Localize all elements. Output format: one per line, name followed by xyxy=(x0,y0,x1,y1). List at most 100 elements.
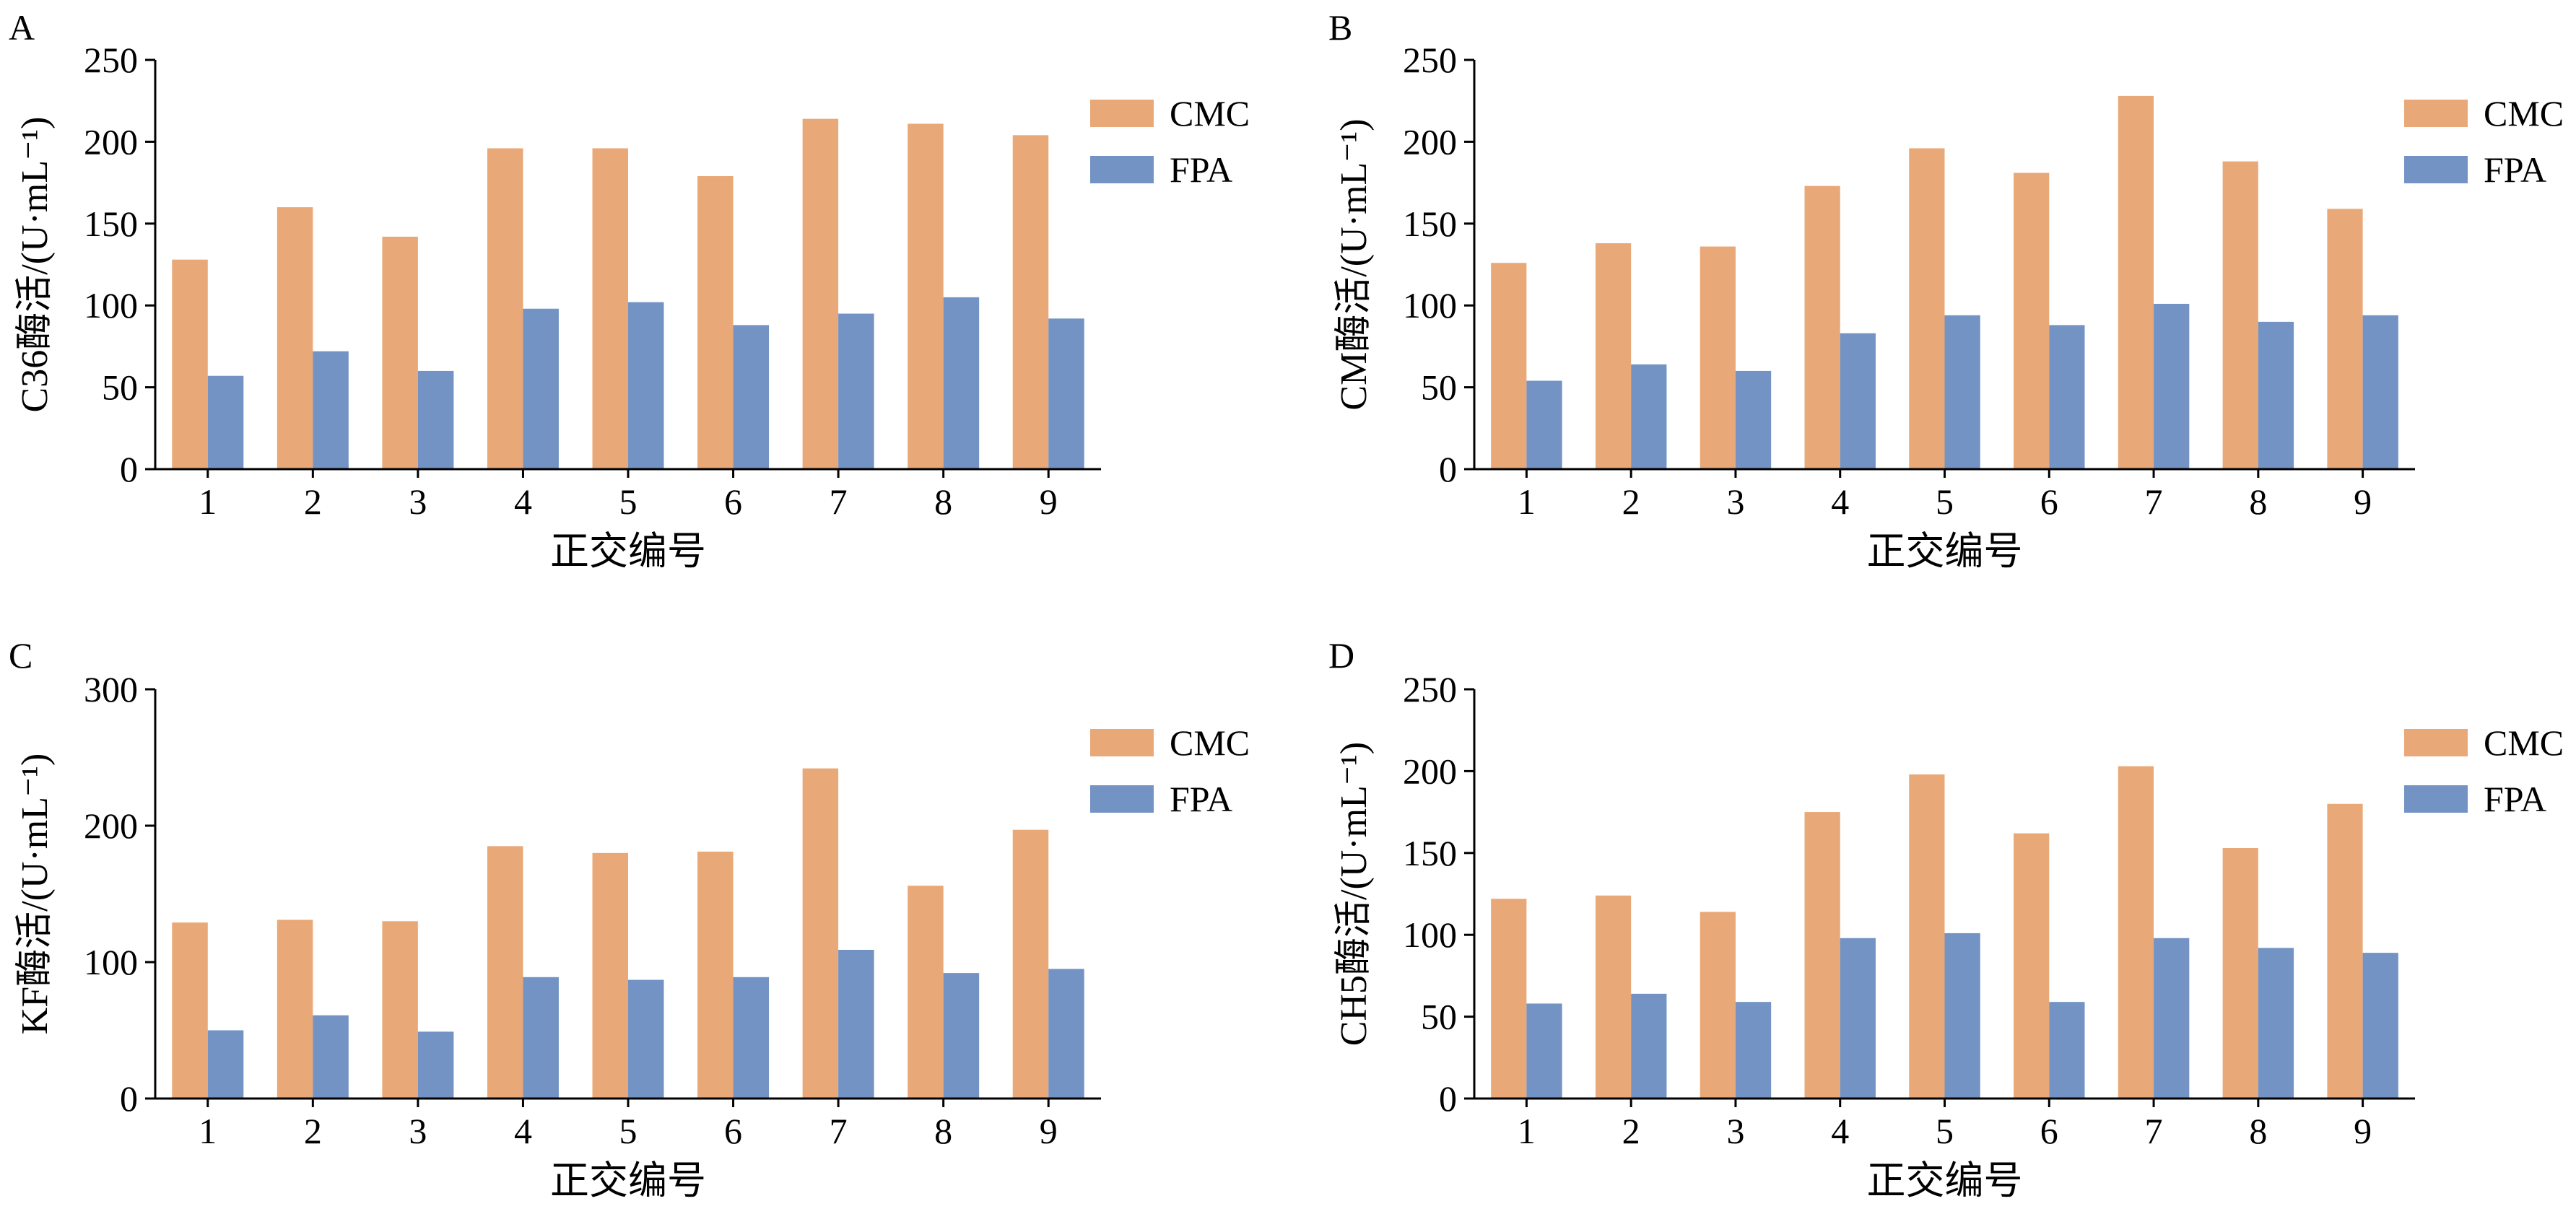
bar-cmc-5 xyxy=(1909,774,1945,1099)
bar-cmc-3 xyxy=(1700,246,1736,469)
bar-cmc-4 xyxy=(1804,812,1840,1099)
legend-swatch-fpa xyxy=(1090,785,1154,813)
x-tick-label: 6 xyxy=(2040,1111,2058,1151)
x-tick-label: 4 xyxy=(514,481,532,522)
bar-fpa-6 xyxy=(733,977,770,1099)
chart-panel-a: A 1 2 3 4 5 6 7 8 9 0 50 100 150 200 250 正交编号 C36酶活/(U·mL… xyxy=(9,7,1250,573)
y-tick-label: 0 xyxy=(1439,1078,1457,1119)
legend-label-cmc: CMC xyxy=(1170,722,1250,763)
x-axis-label: 正交编号 xyxy=(1867,530,2023,573)
bar-fpa-2 xyxy=(313,351,349,469)
y-tick-label: 250 xyxy=(1403,669,1457,709)
x-tick-label: 2 xyxy=(304,481,322,522)
bar-fpa-1 xyxy=(1526,1003,1562,1099)
y-axis-label: KF酶活/(U·mL⁻¹) xyxy=(14,754,56,1035)
x-tick-label: 5 xyxy=(619,1111,638,1151)
bar-cmc-4 xyxy=(487,148,523,470)
x-tick-label: 6 xyxy=(724,481,742,522)
x-tick-label: 3 xyxy=(1726,1111,1744,1151)
bar-fpa-8 xyxy=(943,297,980,469)
bar-fpa-7 xyxy=(838,313,874,469)
y-tick-label: 50 xyxy=(102,367,138,408)
bar-cmc-7 xyxy=(2118,766,2154,1099)
bar-fpa-5 xyxy=(1944,933,1980,1099)
bar-cmc-2 xyxy=(1595,243,1632,469)
bar-fpa-6 xyxy=(733,325,770,469)
bar-fpa-9 xyxy=(1048,969,1084,1099)
legend-swatch-cmc xyxy=(1090,729,1154,756)
bar-cmc-3 xyxy=(382,236,418,469)
x-tick-label: 2 xyxy=(1622,481,1640,522)
bar-fpa-4 xyxy=(523,308,559,469)
x-tick-label: 9 xyxy=(1040,481,1058,522)
bar-fpa-4 xyxy=(523,977,559,1099)
bar-fpa-3 xyxy=(417,370,454,469)
bar-fpa-9 xyxy=(2362,315,2398,469)
legend-label-fpa: FPA xyxy=(1170,149,1232,190)
bar-fpa-9 xyxy=(2362,953,2398,1099)
legend-label-cmc: CMC xyxy=(2484,93,2564,134)
bar-cmc-9 xyxy=(2327,209,2363,469)
bar-cmc-5 xyxy=(1909,148,1945,470)
x-tick-label: 3 xyxy=(1726,481,1744,522)
bar-cmc-2 xyxy=(1595,895,1632,1099)
chart-panel-c: C 1 2 3 4 5 6 7 8 9 0 100 200 300 正交编号 KF酶活/(U·mL⁻¹) CMC… xyxy=(9,635,1250,1202)
x-tick-label: 6 xyxy=(2040,481,2058,522)
x-tick-label: 3 xyxy=(409,1111,427,1151)
y-tick-label: 50 xyxy=(1421,367,1457,408)
x-tick-label: 2 xyxy=(304,1111,322,1151)
bar-fpa-4 xyxy=(1840,938,1876,1099)
bar-fpa-4 xyxy=(1840,333,1876,469)
bar-fpa-9 xyxy=(1048,318,1084,469)
x-tick-label: 8 xyxy=(934,481,952,522)
x-axis-label: 正交编号 xyxy=(550,1159,706,1202)
x-tick-label: 4 xyxy=(1831,481,1849,522)
x-tick-label: 7 xyxy=(2145,1111,2163,1151)
bar-cmc-7 xyxy=(802,118,839,469)
y-tick-label: 150 xyxy=(1403,833,1457,873)
panel-letter: D xyxy=(1328,635,1354,676)
x-tick-label: 7 xyxy=(830,481,848,522)
y-tick-label: 200 xyxy=(84,121,138,162)
bar-cmc-9 xyxy=(1012,135,1049,469)
legend-swatch-cmc xyxy=(1090,100,1154,127)
y-tick-label: 250 xyxy=(84,40,138,80)
x-tick-label: 7 xyxy=(2145,481,2163,522)
bar-cmc-8 xyxy=(908,886,944,1099)
bar-cmc-7 xyxy=(802,768,839,1099)
bar-cmc-7 xyxy=(2118,95,2154,469)
y-tick-label: 200 xyxy=(84,805,138,846)
y-tick-label: 0 xyxy=(120,1078,138,1119)
bar-fpa-1 xyxy=(207,1030,244,1099)
panel-letter: A xyxy=(9,7,35,48)
bar-fpa-2 xyxy=(313,1015,349,1099)
x-tick-label: 9 xyxy=(2354,481,2372,522)
bar-cmc-6 xyxy=(697,851,734,1099)
x-tick-label: 1 xyxy=(1518,1111,1536,1151)
bar-fpa-8 xyxy=(943,973,980,1099)
legend-label-fpa: FPA xyxy=(2484,779,2546,819)
bar-fpa-3 xyxy=(417,1031,454,1099)
y-tick-label: 50 xyxy=(1421,997,1457,1037)
bar-fpa-7 xyxy=(2154,303,2190,469)
legend-swatch-fpa xyxy=(1090,156,1154,183)
y-tick-label: 150 xyxy=(1403,204,1457,244)
x-tick-label: 1 xyxy=(199,1111,217,1151)
y-tick-label: 0 xyxy=(120,449,138,489)
bar-cmc-3 xyxy=(1700,912,1736,1099)
x-tick-label: 2 xyxy=(1622,1111,1640,1151)
y-tick-label: 250 xyxy=(1403,40,1457,80)
legend-swatch-fpa xyxy=(2404,156,2468,183)
x-tick-label: 9 xyxy=(1040,1111,1058,1151)
x-tick-label: 8 xyxy=(934,1111,952,1151)
bar-cmc-4 xyxy=(1804,185,1840,469)
bar-cmc-8 xyxy=(908,123,944,469)
y-tick-label: 100 xyxy=(1403,914,1457,955)
bar-cmc-6 xyxy=(2014,173,2050,469)
bar-cmc-2 xyxy=(277,207,313,469)
x-tick-label: 4 xyxy=(514,1111,532,1151)
x-tick-label: 9 xyxy=(2354,1111,2372,1151)
bar-fpa-6 xyxy=(2049,1002,2085,1099)
legend-label-fpa: FPA xyxy=(2484,149,2546,190)
legend-swatch-cmc xyxy=(2404,100,2468,127)
